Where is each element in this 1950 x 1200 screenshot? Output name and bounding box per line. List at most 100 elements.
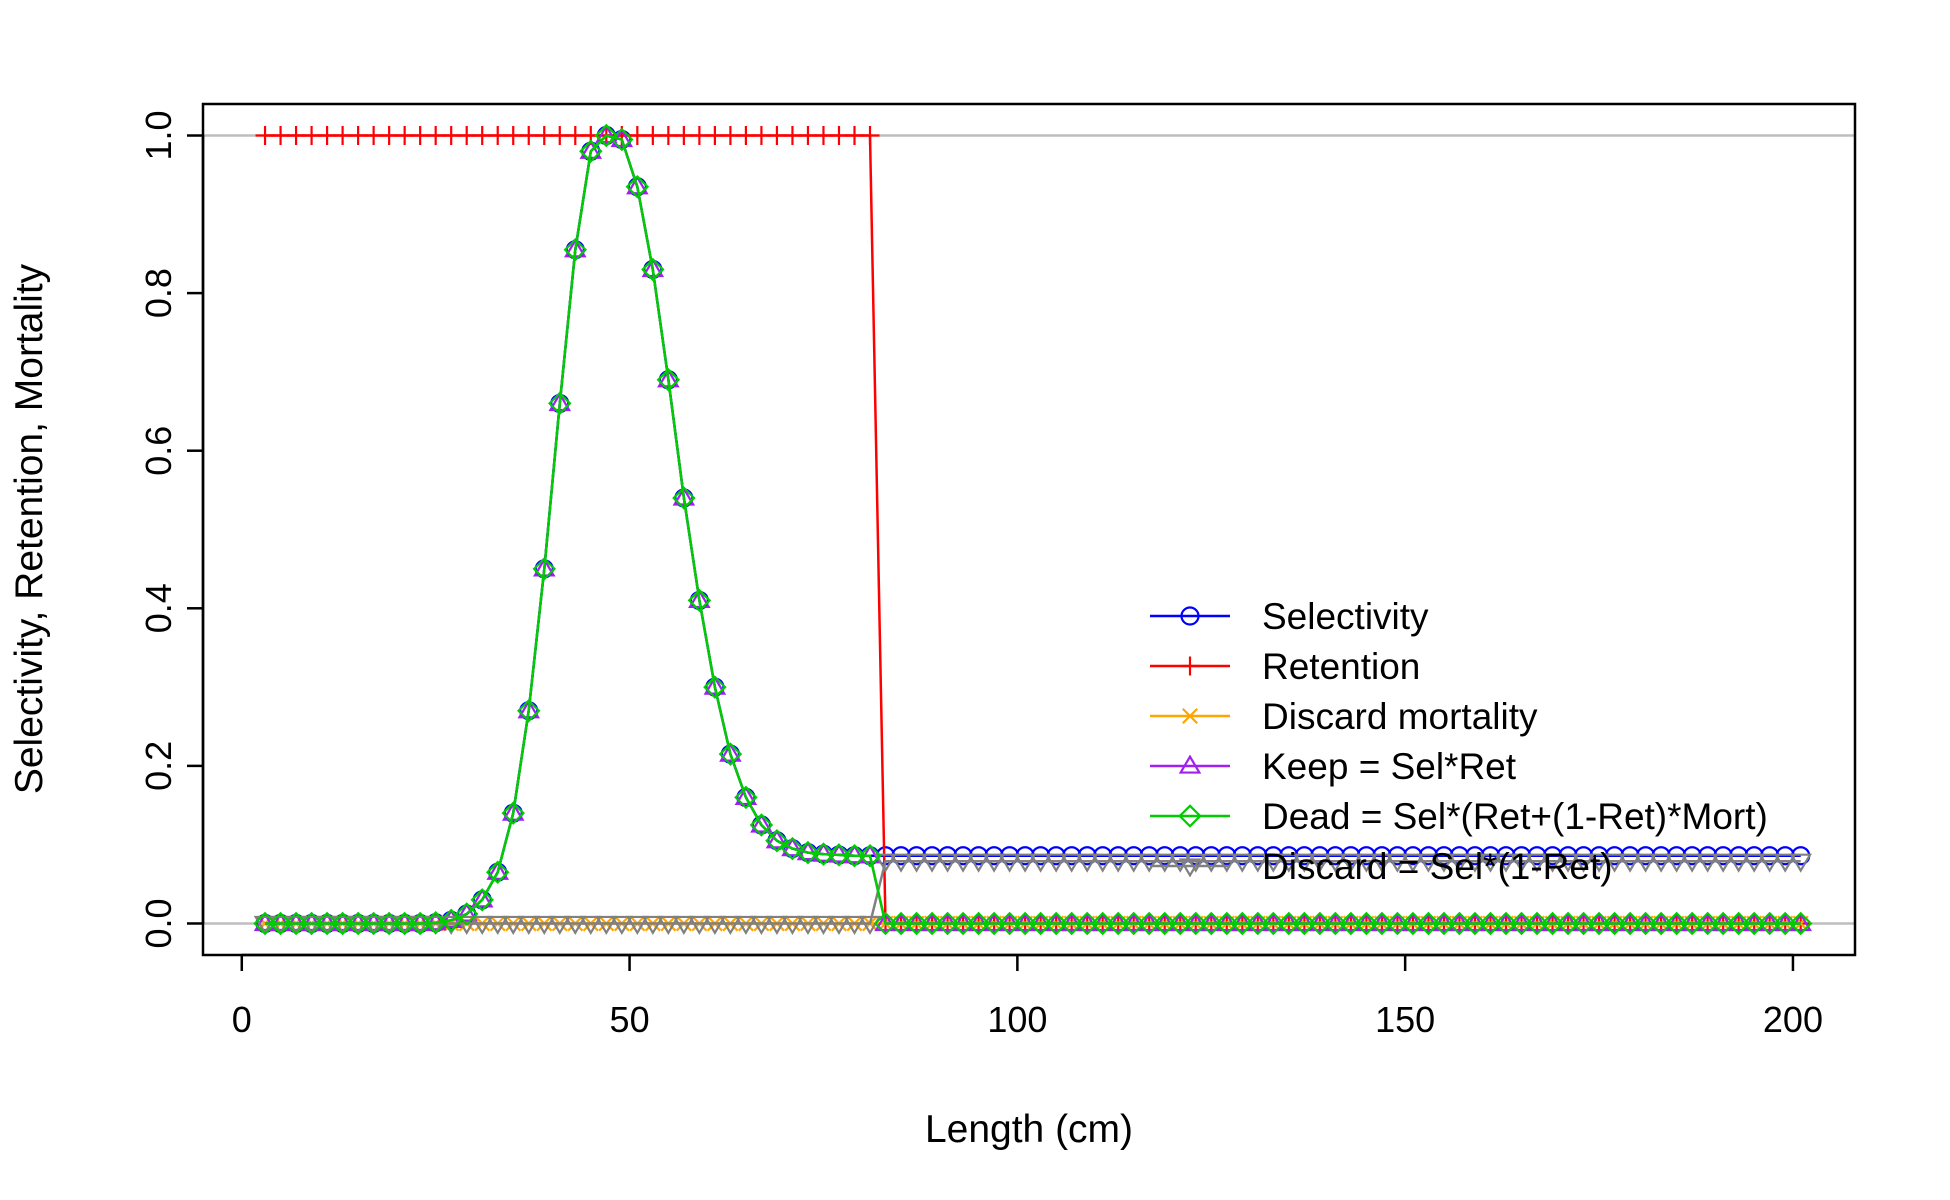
y-tick-label: 0.8 bbox=[138, 268, 179, 318]
x-axis: 0 50 100 150 200 bbox=[232, 953, 1823, 1040]
data-point-dead-sel-ret-1-ret-mort bbox=[1215, 911, 1239, 936]
data-point-discard-sel-1-ret bbox=[1013, 853, 1037, 873]
data-point-keep-sel-ret bbox=[982, 911, 1006, 932]
data-point-discard-sel-1-ret bbox=[1293, 853, 1316, 873]
data-point-keep-sel-ret bbox=[284, 911, 308, 932]
data-point-keep-sel-ret bbox=[331, 911, 354, 932]
data-point-keep-sel-ret bbox=[362, 911, 385, 932]
data-point-keep-sel-ret bbox=[1417, 911, 1440, 932]
data-point-dead-sel-ret-1-ret-mort bbox=[501, 801, 525, 825]
data-point-keep-sel-ret bbox=[1293, 911, 1316, 932]
series-layer bbox=[253, 123, 1813, 936]
data-point-dead-sel-ret-1-ret-mort bbox=[982, 911, 1006, 936]
data-point-discard-sel-1-ret bbox=[626, 915, 649, 936]
data-point-discard-sel-1-ret bbox=[796, 915, 820, 936]
legend-label-dead-sel-ret-1-ret-mort: Dead = Sel*(Ret+(1-Ret)*Mort) bbox=[1262, 796, 1768, 837]
data-point-discard-sel-1-ret bbox=[1199, 853, 1223, 873]
data-point-dead-sel-ret-1-ret-mort bbox=[579, 139, 603, 164]
data-point-discard-sel-1-ret bbox=[905, 853, 928, 873]
data-point-dead-sel-ret-1-ret-mort bbox=[1230, 911, 1255, 936]
x-tick-label: 150 bbox=[1375, 999, 1435, 1040]
data-point-dead-sel-ret-1-ret-mort bbox=[687, 588, 712, 613]
data-point-discard-sel-1-ret bbox=[1417, 853, 1440, 873]
data-point-keep-sel-ret bbox=[1665, 911, 1688, 932]
data-point-dead-sel-ret-1-ret-mort bbox=[1726, 911, 1751, 936]
data-point-keep-sel-ret bbox=[1106, 911, 1130, 932]
y-tick-label: 1.0 bbox=[138, 110, 179, 160]
series-dead-sel-ret-1-ret-mort bbox=[253, 123, 1813, 936]
data-point-discard-sel-1-ret bbox=[843, 915, 866, 936]
data-point-discard-sel-1-ret bbox=[1308, 853, 1332, 873]
data-point-dead-sel-ret-1-ret-mort bbox=[1059, 911, 1084, 936]
data-point-keep-sel-ret bbox=[1168, 911, 1192, 932]
data-point-dead-sel-ret-1-ret-mort bbox=[641, 257, 665, 282]
data-point-dead-sel-ret-1-ret-mort bbox=[1308, 911, 1332, 936]
data-point-dead-sel-ret-1-ret-mort bbox=[811, 842, 836, 866]
series-line-dead-sel-ret-1-ret-mort bbox=[265, 134, 1801, 925]
data-point-keep-sel-ret bbox=[1277, 911, 1301, 932]
data-point-dead-sel-ret-1-ret-mort bbox=[889, 911, 913, 936]
data-point-keep-sel-ret bbox=[1510, 911, 1533, 932]
data-point-discard-sel-1-ret bbox=[998, 853, 1021, 873]
data-point-discard-sel-1-ret bbox=[1587, 853, 1611, 873]
data-point-discard-sel-1-ret bbox=[1137, 853, 1161, 873]
data-point-discard-sel-1-ret bbox=[1029, 853, 1052, 873]
data-point-discard-sel-1-ret bbox=[1525, 853, 1549, 873]
data-point-dead-sel-ret-1-ret-mort bbox=[330, 911, 355, 936]
data-point-discard-sel-1-ret bbox=[1339, 853, 1363, 873]
data-point-keep-sel-ret bbox=[1199, 911, 1223, 932]
data-point-keep-sel-ret bbox=[300, 911, 323, 932]
y-tick-label: 0.2 bbox=[138, 741, 179, 791]
series-discard-sel-1-ret bbox=[253, 853, 1812, 936]
x-tick-label: 200 bbox=[1763, 999, 1823, 1040]
data-point-dead-sel-ret-1-ret-mort bbox=[610, 127, 634, 152]
legend-marker-selectivity bbox=[1180, 606, 1200, 626]
data-point-dead-sel-ret-1-ret-mort bbox=[1649, 911, 1673, 936]
data-point-dead-sel-ret-1-ret-mort bbox=[1695, 911, 1720, 936]
data-point-dead-sel-ret-1-ret-mort bbox=[951, 911, 975, 936]
data-point-discard-sel-1-ret bbox=[1355, 853, 1378, 873]
data-point-keep-sel-ret bbox=[719, 742, 742, 762]
data-point-keep-sel-ret bbox=[1587, 911, 1611, 932]
y-axis: 0.0 0.2 0.4 0.6 0.8 1.0 bbox=[138, 110, 205, 949]
data-point-dead-sel-ret-1-ret-mort bbox=[1680, 911, 1704, 936]
data-point-dead-sel-ret-1-ret-mort bbox=[1199, 911, 1224, 936]
legend-label-discard-sel-1-ret: Discard = Sel*(1-Ret) bbox=[1262, 846, 1613, 887]
data-point-dead-sel-ret-1-ret-mort bbox=[1401, 911, 1425, 936]
data-point-discard-sel-1-ret bbox=[532, 915, 556, 936]
data-point-keep-sel-ret bbox=[1339, 911, 1363, 932]
data-point-keep-sel-ret bbox=[1556, 911, 1580, 932]
data-point-dead-sel-ret-1-ret-mort bbox=[392, 911, 417, 936]
data-point-discard-sel-1-ret bbox=[486, 915, 509, 936]
data-point-discard-sel-1-ret bbox=[1680, 853, 1704, 873]
data-point-discard-sel-1-ret bbox=[1122, 853, 1145, 873]
data-point-discard-sel-1-ret bbox=[1572, 853, 1595, 873]
data-point-discard-sel-1-ret bbox=[408, 915, 432, 936]
data-point-discard-sel-1-ret bbox=[269, 915, 292, 936]
data-point-dead-sel-ret-1-ret-mort bbox=[1168, 911, 1192, 936]
data-point-dead-sel-ret-1-ret-mort bbox=[1292, 911, 1317, 936]
data-point-dead-sel-ret-1-ret-mort bbox=[1261, 911, 1286, 936]
data-point-dead-sel-ret-1-ret-mort bbox=[485, 860, 510, 885]
data-point-dead-sel-ret-1-ret-mort bbox=[780, 836, 805, 861]
data-point-dead-sel-ret-1-ret-mort bbox=[563, 238, 588, 262]
data-point-dead-sel-ret-1-ret-mort bbox=[1075, 911, 1099, 936]
data-point-dead-sel-ret-1-ret-mort bbox=[1742, 911, 1766, 936]
data-point-discard-sel-1-ret bbox=[1789, 853, 1812, 873]
data-point-keep-sel-ret bbox=[470, 888, 494, 908]
data-point-dead-sel-ret-1-ret-mort bbox=[1137, 911, 1161, 936]
data-point-dead-sel-ret-1-ret-mort bbox=[377, 911, 401, 936]
series-line-discard-sel-1-ret bbox=[265, 859, 1801, 925]
data-point-discard-sel-1-ret bbox=[765, 915, 789, 936]
data-point-discard-sel-1-ret bbox=[889, 853, 913, 873]
data-point-dead-sel-ret-1-ret-mort bbox=[842, 843, 867, 868]
legend-marker-keep-sel-ret bbox=[1178, 754, 1202, 774]
data-point-dead-sel-ret-1-ret-mort bbox=[796, 840, 820, 865]
data-point-discard-sel-1-ret bbox=[967, 853, 990, 873]
data-point-discard-sel-1-ret bbox=[1448, 853, 1471, 873]
data-point-discard-sel-1-ret bbox=[1184, 853, 1208, 873]
data-point-keep-sel-ret bbox=[920, 911, 944, 932]
data-point-dead-sel-ret-1-ret-mort bbox=[1664, 911, 1689, 936]
data-point-discard-sel-1-ret bbox=[1463, 853, 1487, 873]
data-point-keep-sel-ret bbox=[1541, 911, 1564, 932]
